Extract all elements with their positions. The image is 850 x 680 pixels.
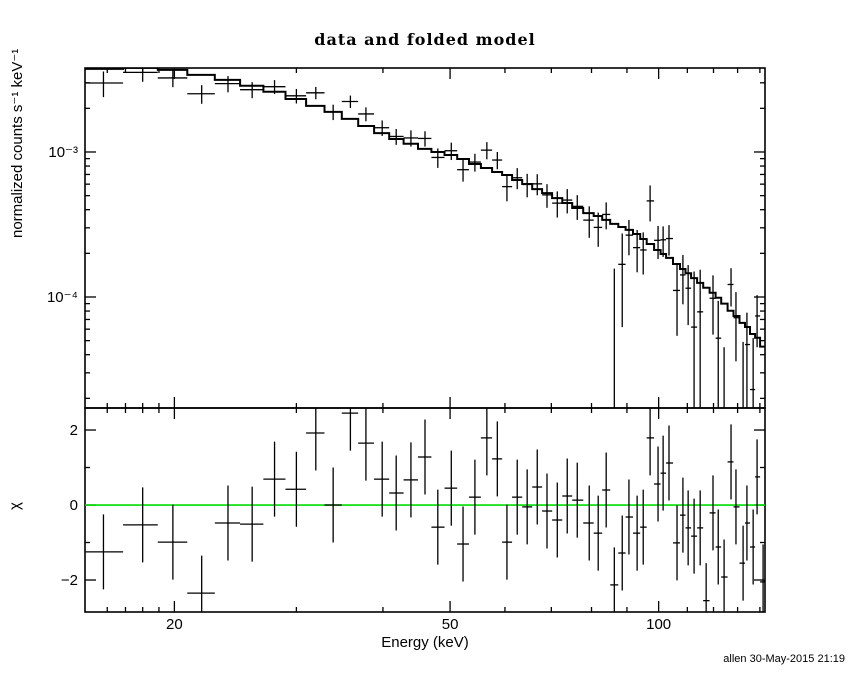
page-title: data and folded model [314, 30, 536, 49]
x-ticks [106, 68, 761, 612]
watermark-text: allen 30-May-2015 21:19 [723, 653, 845, 665]
y-tick-labels-chi: 2 0 −2 [61, 422, 78, 589]
axis-frame [84, 67, 766, 613]
svg-text:0: 0 [70, 497, 78, 514]
svg-text:100: 100 [646, 616, 671, 633]
y-ticks-spectrum [85, 82, 765, 400]
chi-data-points [85, 408, 765, 612]
x-tick-labels: 20 50 100 [166, 616, 671, 633]
svg-text:−2: −2 [61, 572, 78, 589]
svg-text:2: 2 [70, 422, 78, 439]
x-axis-label: Energy (keV) [381, 634, 469, 651]
y-tick-labels-spectrum: 10⁻³ 10⁻⁴ [47, 144, 78, 306]
spectrum-data-points [85, 68, 761, 408]
svg-text:20: 20 [166, 616, 183, 633]
svg-text:10⁻³: 10⁻³ [48, 144, 78, 161]
svg-text:50: 50 [442, 616, 459, 633]
svg-text:10⁻⁴: 10⁻⁴ [47, 289, 78, 306]
model-histogram [85, 68, 765, 348]
